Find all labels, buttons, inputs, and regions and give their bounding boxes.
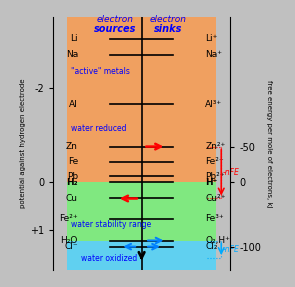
Text: H₂O: H₂O — [60, 236, 78, 245]
Text: Al: Al — [69, 100, 78, 108]
Text: sources: sources — [94, 24, 136, 34]
Text: sinks: sinks — [154, 24, 182, 34]
Text: Cl⁻: Cl⁻ — [64, 242, 78, 251]
Y-axis label: potential against hydrogen electrode: potential against hydrogen electrode — [20, 79, 26, 208]
Bar — [67, 241, 216, 270]
Text: O₂,H⁺: O₂,H⁺ — [205, 236, 230, 245]
Text: Zn²⁺: Zn²⁺ — [205, 142, 226, 151]
Text: -nFE: -nFE — [223, 168, 240, 177]
Text: -nFE: -nFE — [223, 245, 240, 253]
Text: Fe²⁺: Fe²⁺ — [205, 157, 224, 166]
Text: water oxidized: water oxidized — [81, 254, 138, 263]
Text: Na⁺: Na⁺ — [205, 50, 222, 59]
Text: Cu: Cu — [66, 194, 78, 203]
Text: Li: Li — [70, 34, 78, 43]
Text: electron: electron — [96, 15, 134, 24]
Text: Cl₂: Cl₂ — [205, 242, 218, 251]
Text: Zn: Zn — [66, 142, 78, 151]
Text: Fe³⁺: Fe³⁺ — [205, 214, 224, 223]
Text: Pb: Pb — [67, 172, 78, 181]
Text: electron: electron — [150, 15, 187, 24]
Text: Al³⁺: Al³⁺ — [205, 100, 222, 108]
Text: Fe²⁺: Fe²⁺ — [59, 214, 78, 223]
Text: H₂: H₂ — [66, 178, 78, 187]
Text: H⁺: H⁺ — [205, 178, 218, 187]
Text: Fe: Fe — [68, 157, 78, 166]
Y-axis label: free energy per mole of electrons, kJ: free energy per mole of electrons, kJ — [266, 80, 272, 207]
Text: Pb²⁺: Pb²⁺ — [205, 172, 225, 181]
Text: Na: Na — [65, 50, 78, 59]
Text: "active" metals: "active" metals — [71, 67, 130, 76]
Bar — [67, 17, 216, 183]
Text: water stability range: water stability range — [71, 220, 151, 229]
Text: Cu²⁺: Cu²⁺ — [205, 194, 226, 203]
Text: Li⁺: Li⁺ — [205, 34, 218, 43]
Text: water reduced: water reduced — [71, 124, 126, 133]
Bar — [67, 183, 216, 241]
